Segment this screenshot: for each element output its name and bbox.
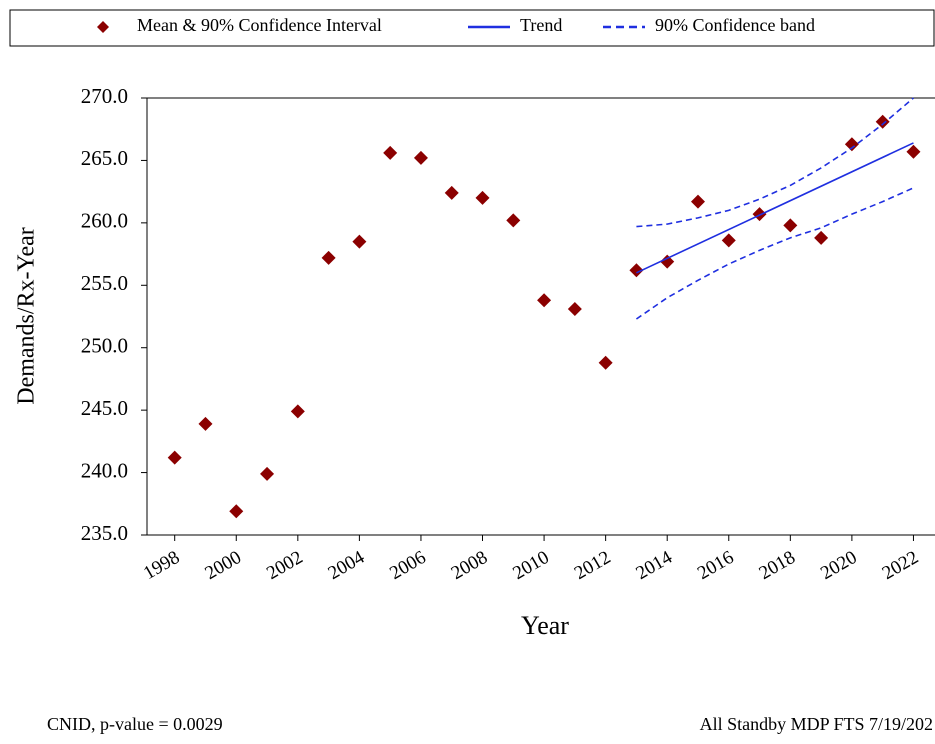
x-tick-label: 2018 [756,547,799,584]
x-tick-label: 2020 [817,547,860,584]
band-lower [635,187,914,320]
legend-label: Mean & 90% Confidence Interval [137,15,382,35]
data-point [413,150,428,165]
data-point [690,194,705,209]
data-point [537,293,552,308]
data-point [783,218,798,233]
data-point [198,416,213,431]
data-point [352,234,367,249]
trend-line [636,142,914,274]
data-point [875,114,890,129]
legend-box [9,9,935,47]
data-point [629,263,644,278]
legend-marker [97,21,109,33]
legend-label: 90% Confidence band [655,15,815,35]
x-tick-label: 1998 [140,547,183,584]
data-point [383,145,398,160]
y-tick-label: 245.0 [81,396,128,420]
data-point [660,254,675,269]
band-upper [636,97,914,228]
y-tick-label: 250.0 [81,334,128,358]
x-tick-label: 2012 [571,547,614,584]
data-point [906,144,921,159]
x-tick-label: 2006 [386,547,429,584]
data-point [721,233,736,248]
data-point [167,450,182,465]
data-point [290,404,305,419]
x-tick-label: 2000 [202,547,245,584]
data-point [567,302,582,317]
x-tick-label: 2002 [263,547,306,584]
y-tick-label: 270.0 [81,84,128,108]
y-tick-label: 240.0 [81,458,128,482]
y-tick-label: 260.0 [81,209,128,233]
y-tick-label: 265.0 [81,146,128,170]
data-point [229,504,244,519]
y-tick-label: 235.0 [81,521,128,545]
data-point [598,355,613,370]
x-tick-label: 2022 [879,547,922,584]
data-point [321,250,336,265]
data-point [814,230,829,245]
x-tick-label: 2004 [325,547,369,584]
footer-right: All Standby MDP FTS 7/19/202 [700,714,933,734]
x-tick-label: 2016 [694,547,737,584]
x-axis-label: Year [521,611,569,640]
data-point [506,213,521,228]
y-axis-label: Demands/Rx-Year [14,227,40,405]
data-point [444,185,459,200]
y-tick-label: 255.0 [81,271,128,295]
data-point [475,190,490,205]
data-point [844,137,859,152]
data-point [260,466,275,481]
x-tick-label: 2008 [448,547,491,584]
x-tick-label: 2010 [509,547,552,584]
footer-left: CNID, p-value = 0.0029 [47,714,223,734]
x-tick-label: 2014 [632,547,676,584]
data-point [752,207,767,222]
legend-label: Trend [520,15,562,35]
